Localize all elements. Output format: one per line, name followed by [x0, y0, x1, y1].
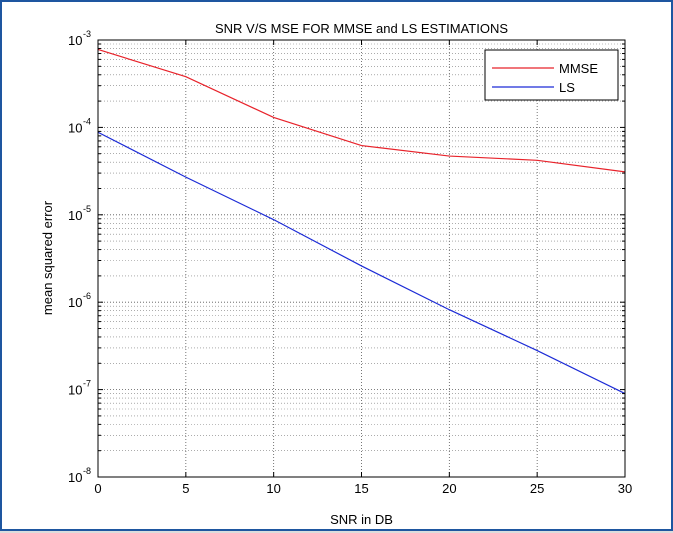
y-tick-label: 10	[68, 120, 82, 135]
y-tick-exponent: -6	[83, 291, 91, 301]
x-tick-label: 30	[618, 481, 632, 496]
y-tick-exponent: -8	[83, 466, 91, 476]
x-tick-label: 15	[354, 481, 368, 496]
y-tick-exponent: -7	[83, 379, 91, 389]
y-tick-exponent: -3	[83, 29, 91, 39]
series-line-mmse	[97, 48, 626, 173]
x-tick-label: 0	[94, 481, 101, 496]
x-tick-label: 5	[182, 481, 189, 496]
y-tick-label: 10	[68, 33, 82, 48]
x-tick-label: 10	[266, 481, 280, 496]
x-tick-label: 20	[442, 481, 456, 496]
x-axis-label: SNR in DB	[330, 512, 393, 527]
y-tick-label: 10	[68, 470, 82, 485]
legend-label-ls: LS	[559, 80, 575, 95]
ticks	[97, 39, 626, 478]
series-layer	[97, 48, 626, 395]
y-tick-label: 10	[68, 295, 82, 310]
grid	[98, 40, 625, 477]
y-tick-label: 10	[68, 208, 82, 223]
legend-box	[484, 49, 619, 101]
y-tick-label: 10	[68, 383, 82, 398]
y-axis-label: mean squared error	[40, 200, 55, 315]
legend-label-mmse: MMSE	[559, 61, 598, 76]
y-tick-exponent: -4	[83, 116, 91, 126]
series-line-ls	[97, 131, 626, 395]
x-tick-label: 25	[530, 481, 544, 496]
chart-title: SNR V/S MSE FOR MMSE and LS ESTIMATIONS	[215, 21, 508, 36]
y-tick-exponent: -5	[83, 204, 91, 214]
plot-area	[98, 40, 625, 477]
legend: MMSE LS	[484, 49, 619, 101]
